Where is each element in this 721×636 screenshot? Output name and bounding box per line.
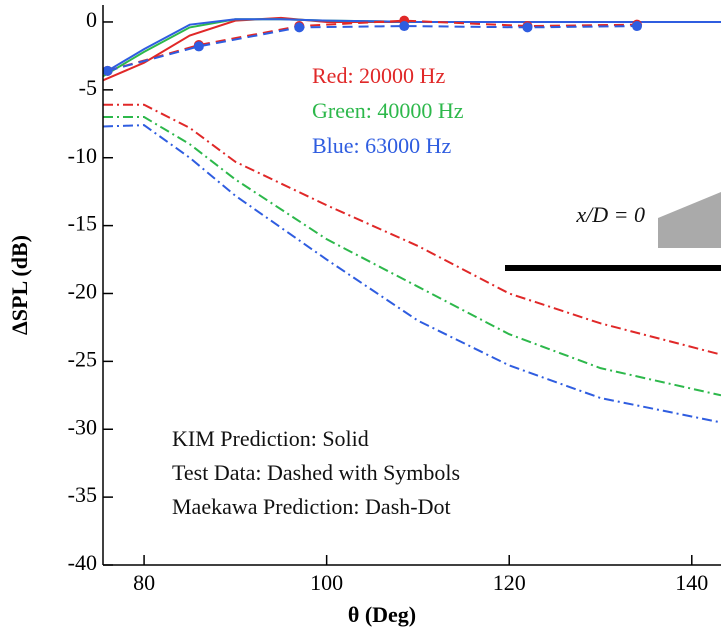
- annotation: x/D = 0: [575, 202, 645, 227]
- annotation: Test Data: Dashed with Symbols: [172, 460, 460, 485]
- y-tick-label: -40: [68, 550, 97, 575]
- data-point: [294, 22, 305, 33]
- data-point: [103, 65, 113, 76]
- y-tick-label: -10: [68, 143, 97, 168]
- data-point: [522, 22, 533, 33]
- x-axis-label: θ (Deg): [348, 602, 416, 627]
- y-tick-label: -20: [68, 279, 97, 304]
- data-point: [632, 21, 643, 32]
- y-axis-label: ΔSPL (dB): [7, 235, 32, 335]
- x-tick-label: 120: [493, 570, 526, 595]
- data-point: [193, 41, 204, 52]
- y-tick-label: -35: [68, 482, 97, 507]
- series-line: [103, 116, 721, 397]
- series-line: [107, 19, 638, 72]
- annotation: Green: 40000 Hz: [312, 98, 464, 123]
- y-tick-label: -25: [68, 346, 97, 371]
- y-tick-label: 0: [86, 7, 97, 32]
- x-tick-label: 80: [133, 570, 155, 595]
- series-line: [107, 25, 638, 72]
- annotation: KIM Prediction: Solid: [172, 426, 369, 451]
- y-tick-label: -30: [68, 414, 97, 439]
- shield-plate: [505, 265, 721, 271]
- data-point: [399, 21, 410, 32]
- x-tick-label: 100: [310, 570, 343, 595]
- nozzle-wedge: [658, 192, 721, 248]
- y-tick-label: -5: [79, 75, 97, 100]
- annotation: Blue: 63000 Hz: [312, 133, 452, 158]
- series-line: [103, 124, 721, 424]
- y-tick-label: -15: [68, 211, 97, 236]
- annotation: Maekawa Prediction: Dash-Dot: [172, 494, 451, 519]
- annotation: Red: 20000 Hz: [312, 63, 445, 88]
- plot-area: [103, 15, 721, 424]
- x-tick-label: 140: [675, 570, 708, 595]
